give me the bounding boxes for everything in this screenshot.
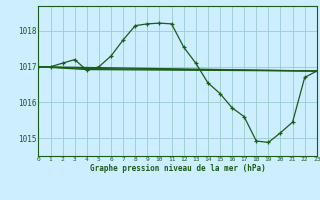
X-axis label: Graphe pression niveau de la mer (hPa): Graphe pression niveau de la mer (hPa) [90, 164, 266, 173]
